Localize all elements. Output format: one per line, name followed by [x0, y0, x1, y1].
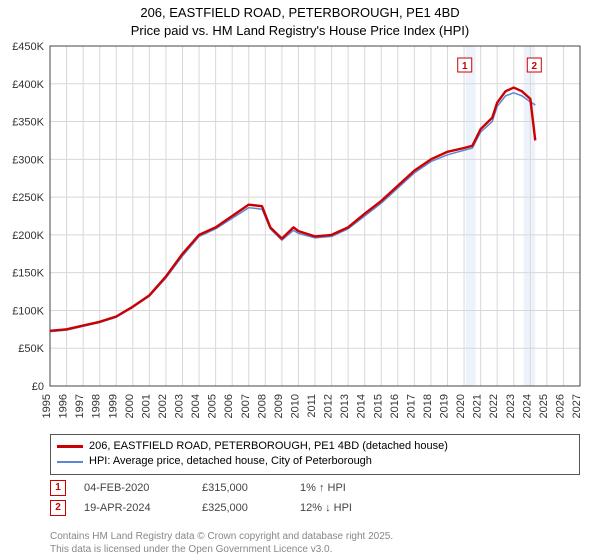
legend-row: 206, EASTFIELD ROAD, PETERBOROUGH, PE1 4… — [57, 439, 573, 454]
svg-text:2023: 2023 — [505, 394, 517, 418]
svg-text:2007: 2007 — [240, 394, 252, 418]
sale-delta: 1% ↑ HPI — [300, 482, 390, 494]
svg-text:2020: 2020 — [455, 394, 467, 418]
svg-text:£400K: £400K — [12, 79, 44, 91]
svg-text:2025: 2025 — [538, 394, 550, 418]
sales-table: 1 04-FEB-2020 £315,000 1% ↑ HPI 2 19-APR-2024… — [50, 478, 580, 518]
svg-text:2005: 2005 — [207, 394, 219, 418]
chart-title: 206, EASTFIELD ROAD, PETERBOROUGH, PE1 4… — [0, 0, 600, 39]
svg-text:2019: 2019 — [439, 394, 451, 418]
svg-text:2016: 2016 — [389, 394, 401, 418]
svg-text:2: 2 — [532, 61, 538, 72]
svg-text:2000: 2000 — [124, 394, 136, 418]
line-chart: £0£50K£100K£150K£200K£250K£300K£350K£400… — [50, 46, 580, 386]
svg-text:£150K: £150K — [12, 268, 44, 280]
sale-row: 1 04-FEB-2020 £315,000 1% ↑ HPI — [50, 478, 580, 498]
sale-date: 04-FEB-2020 — [84, 482, 184, 494]
legend-swatch — [57, 461, 83, 463]
svg-text:£350K: £350K — [12, 117, 44, 129]
svg-text:2021: 2021 — [472, 394, 484, 418]
svg-text:2024: 2024 — [521, 394, 533, 418]
svg-text:2006: 2006 — [223, 394, 235, 418]
svg-text:1: 1 — [462, 61, 468, 72]
sale-date: 19-APR-2024 — [84, 502, 184, 514]
svg-text:2012: 2012 — [323, 394, 335, 418]
svg-text:2022: 2022 — [488, 394, 500, 418]
svg-text:2003: 2003 — [174, 394, 186, 418]
svg-text:2001: 2001 — [140, 394, 152, 418]
legend-swatch — [57, 445, 83, 448]
sale-price: £325,000 — [202, 502, 282, 514]
svg-text:£0: £0 — [32, 381, 44, 393]
svg-text:2004: 2004 — [190, 394, 202, 418]
sale-delta: 12% ↓ HPI — [300, 502, 390, 514]
svg-text:£450K: £450K — [12, 41, 44, 53]
svg-text:2017: 2017 — [405, 394, 417, 418]
svg-text:1997: 1997 — [74, 394, 86, 418]
svg-text:2027: 2027 — [571, 394, 583, 418]
svg-text:£300K: £300K — [12, 154, 44, 166]
sale-row: 2 19-APR-2024 £325,000 12% ↓ HPI — [50, 498, 580, 518]
legend-row: HPI: Average price, detached house, City… — [57, 454, 573, 469]
svg-text:2018: 2018 — [422, 394, 434, 418]
svg-text:2015: 2015 — [372, 394, 384, 418]
svg-text:1998: 1998 — [91, 394, 103, 418]
sale-price: £315,000 — [202, 482, 282, 494]
sale-marker: 1 — [50, 480, 66, 496]
svg-text:2026: 2026 — [554, 394, 566, 418]
legend-label: HPI: Average price, detached house, City… — [89, 454, 372, 469]
svg-text:2010: 2010 — [289, 394, 301, 418]
legend: 206, EASTFIELD ROAD, PETERBOROUGH, PE1 4… — [50, 434, 580, 475]
footer-line2: This data is licensed under the Open Gov… — [50, 543, 393, 556]
svg-text:1995: 1995 — [41, 394, 53, 418]
svg-text:£100K: £100K — [12, 305, 44, 317]
svg-text:1999: 1999 — [107, 394, 119, 418]
svg-text:2008: 2008 — [256, 394, 268, 418]
footer: Contains HM Land Registry data © Crown c… — [50, 530, 393, 556]
svg-text:£200K: £200K — [12, 230, 44, 242]
svg-text:£50K: £50K — [18, 343, 44, 355]
footer-line1: Contains HM Land Registry data © Crown c… — [50, 530, 393, 543]
legend-label: 206, EASTFIELD ROAD, PETERBOROUGH, PE1 4… — [89, 439, 448, 454]
title-line2: Price paid vs. HM Land Registry's House … — [0, 22, 600, 40]
svg-text:1996: 1996 — [58, 394, 70, 418]
svg-text:2014: 2014 — [356, 394, 368, 418]
svg-text:2011: 2011 — [306, 394, 318, 418]
svg-text:2002: 2002 — [157, 394, 169, 418]
svg-text:2013: 2013 — [339, 394, 351, 418]
sale-marker: 2 — [50, 500, 66, 516]
svg-text:2009: 2009 — [273, 394, 285, 418]
title-line1: 206, EASTFIELD ROAD, PETERBOROUGH, PE1 4… — [0, 4, 600, 22]
svg-text:£250K: £250K — [12, 192, 44, 204]
